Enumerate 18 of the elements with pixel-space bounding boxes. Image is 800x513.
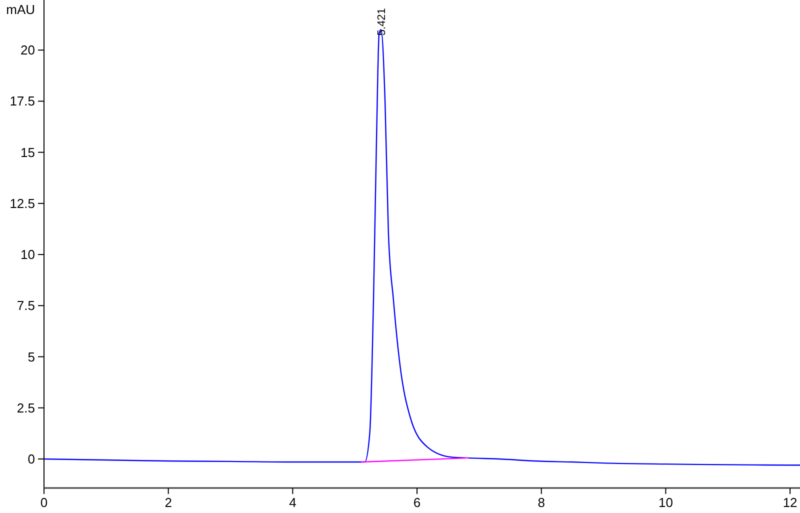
y-tick-label: 7.5 bbox=[16, 298, 35, 314]
y-tick-label: 15 bbox=[20, 144, 35, 160]
x-tick-label: 4 bbox=[289, 495, 296, 510]
y-tick-label: 5 bbox=[28, 349, 35, 364]
x-tick-label: 6 bbox=[413, 495, 421, 510]
y-tick-label: 12.5 bbox=[10, 196, 35, 211]
annotation: 5.421 bbox=[376, 8, 388, 36]
x-tick-label: 0 bbox=[40, 495, 48, 510]
y-tick-label: 17.5 bbox=[10, 94, 35, 109]
y-tick-label: 0 bbox=[28, 452, 35, 467]
y-axis-title: mAU bbox=[6, 2, 35, 17]
y-tick-label: 10 bbox=[20, 247, 35, 262]
x-tick-label: 8 bbox=[538, 495, 545, 510]
y-tick-label: 2.5 bbox=[16, 400, 35, 416]
x-tick-label: 10 bbox=[658, 495, 673, 510]
x-tick-label: 12 bbox=[782, 495, 798, 510]
y-tick-label: 20 bbox=[20, 42, 35, 58]
x-tick-label: 2 bbox=[164, 495, 172, 510]
